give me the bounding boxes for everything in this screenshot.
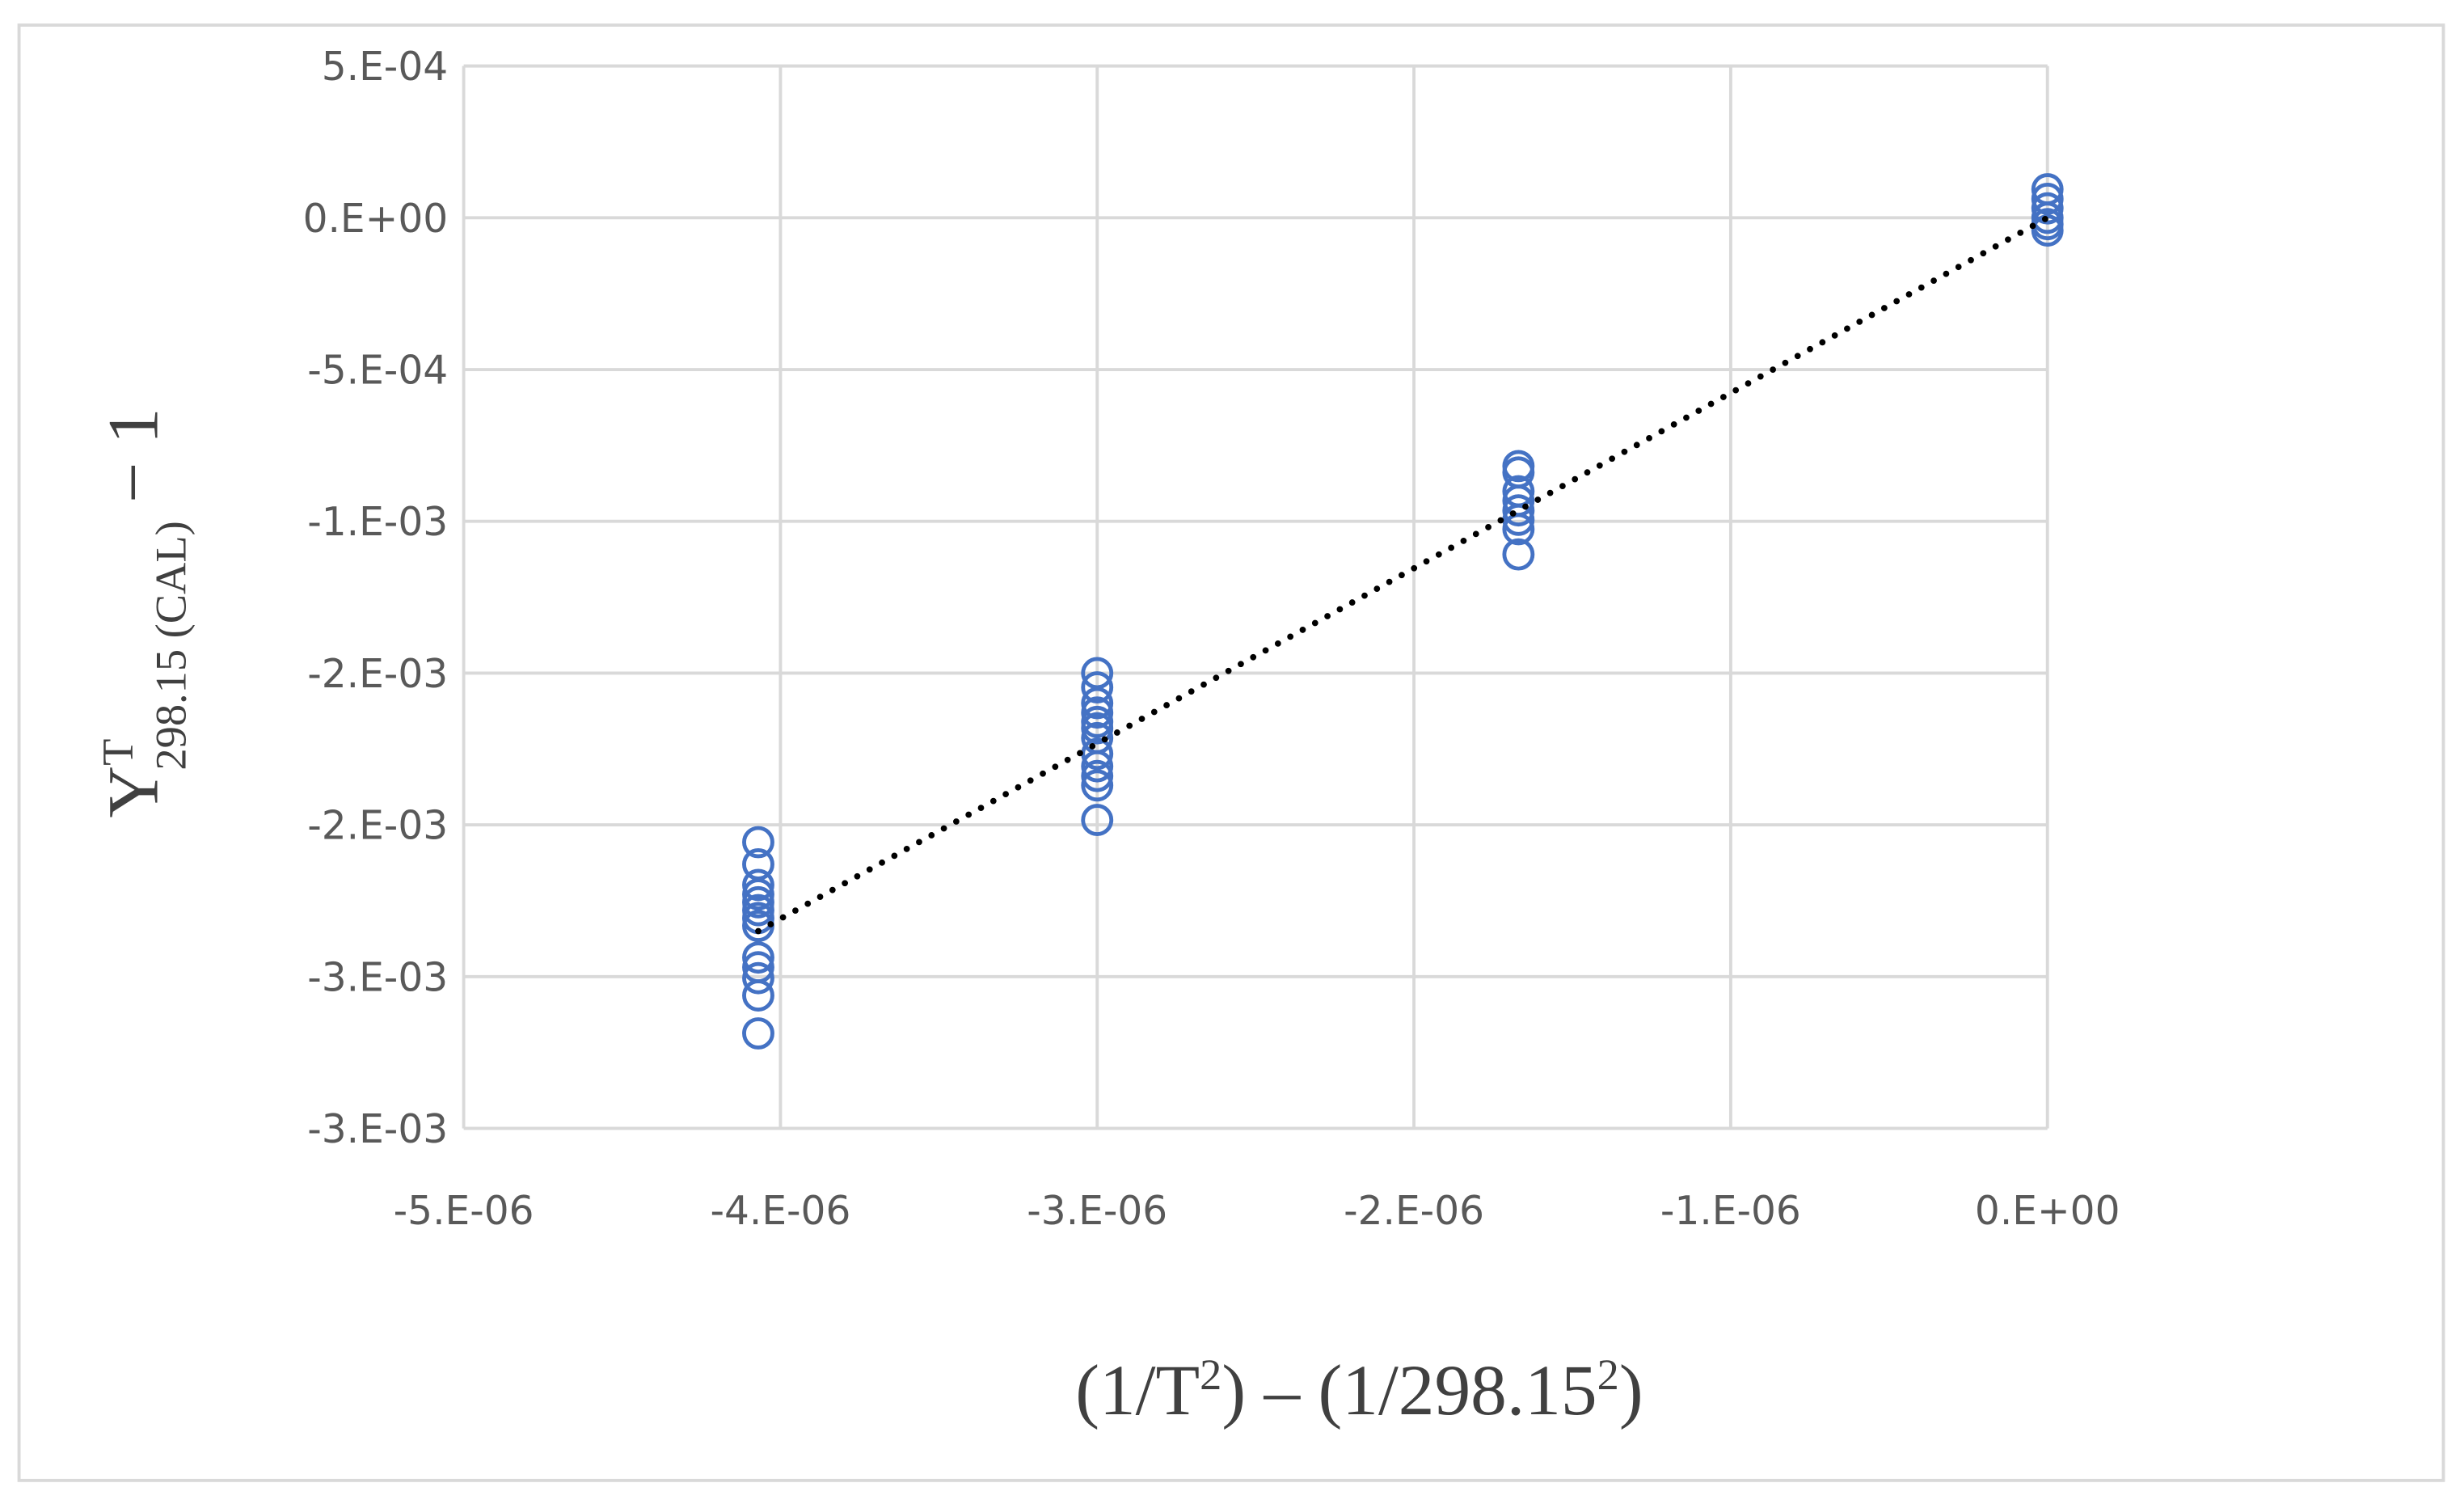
x-title-sup: 2 <box>1597 1350 1619 1399</box>
y-tick-label: -1.E-03 <box>307 500 448 545</box>
data-point <box>742 979 774 1012</box>
x-tick-label: -2.E-06 <box>1344 1189 1484 1234</box>
data-point <box>1081 696 1114 729</box>
y-title-tail: − 1 <box>94 408 174 521</box>
y-tick-label: 0.E+00 <box>303 196 449 242</box>
x-tick-label: -3.E-06 <box>1027 1189 1167 1234</box>
data-point <box>1502 513 1535 546</box>
x-tick-label: -4.E-06 <box>710 1189 850 1234</box>
y-tick-label: -5.E-04 <box>307 349 448 394</box>
data-point <box>742 826 774 859</box>
y-tick-label: -3.E-03 <box>307 955 448 1000</box>
x-title-sup: 2 <box>1200 1350 1221 1399</box>
x-title-part: ) <box>1619 1350 1643 1430</box>
data-point <box>742 868 774 902</box>
data-point <box>742 878 774 910</box>
data-point <box>1502 538 1535 571</box>
x-tick-label: -5.E-06 <box>394 1189 534 1234</box>
x-title-part: ) – (1/298.15 <box>1221 1350 1597 1430</box>
data-point <box>1081 737 1114 771</box>
x-tick-label: -1.E-06 <box>1660 1189 1801 1234</box>
data-point <box>2031 214 2064 247</box>
data-point <box>1081 712 1114 745</box>
y-axis-title: YT 298.15 (CAL) − 1 <box>93 408 195 817</box>
data-point <box>742 885 774 919</box>
data-point <box>2031 182 2064 215</box>
y-tick-label: -3.E-03 <box>307 1107 448 1152</box>
data-point <box>742 894 774 927</box>
data-point <box>1502 503 1535 536</box>
y-tick-label: -2.E-03 <box>307 804 448 849</box>
data-point <box>1081 769 1114 802</box>
data-point <box>1081 804 1114 837</box>
x-axis-title: (1/T2) – (1/298.152) <box>1075 1350 1643 1430</box>
chart-border <box>17 23 2445 1482</box>
y-title-sup: T <box>93 739 141 766</box>
data-point <box>1081 750 1114 783</box>
x-tick-label: 0.E+00 <box>1975 1189 2120 1234</box>
data-point <box>2031 192 2064 225</box>
trendline <box>755 214 2051 935</box>
y-title-base: Y <box>94 766 174 818</box>
data-point <box>742 1017 774 1050</box>
y-title-sub: 298.15 (CAL) <box>147 521 196 770</box>
data-point <box>742 941 774 974</box>
y-tick-label: -2.E-03 <box>307 652 448 697</box>
data-point <box>1081 671 1114 703</box>
x-title-part: (1/T <box>1075 1350 1200 1430</box>
data-point <box>742 961 774 995</box>
y-tick-label: 5.E-04 <box>322 44 448 90</box>
data-point <box>1081 759 1114 792</box>
data-point <box>1081 687 1114 720</box>
data-point <box>1502 494 1535 527</box>
